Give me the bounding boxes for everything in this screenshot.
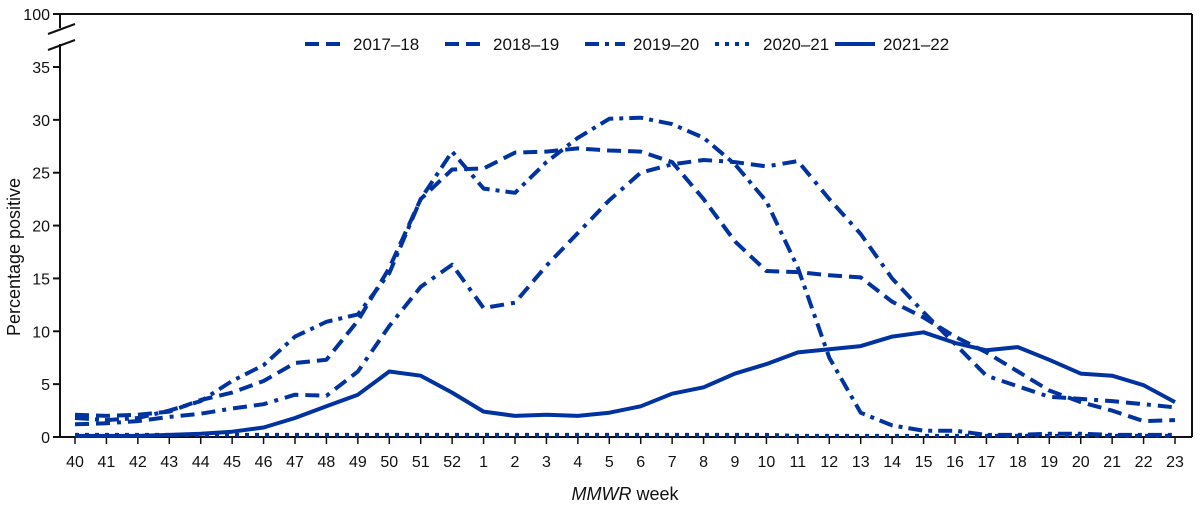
axis-break-mark (47, 23, 76, 35)
x-tick-label: 42 (129, 454, 147, 471)
y-tick-label: 20 (32, 219, 50, 236)
y-tick-label: 30 (32, 113, 50, 130)
x-tick-label: 43 (160, 454, 178, 471)
x-axis-label-italic: MMWR (571, 484, 631, 504)
x-tick-label: 5 (605, 454, 614, 471)
x-tick-label: 16 (946, 454, 964, 471)
x-tick-label: 44 (192, 454, 210, 471)
x-tick-label: 17 (978, 454, 996, 471)
x-tick-label: 23 (1166, 454, 1184, 471)
x-tick-label: 48 (318, 454, 336, 471)
x-tick-label: 49 (349, 454, 367, 471)
x-tick-label: 41 (98, 454, 116, 471)
x-tick-label: 3 (542, 454, 551, 471)
series-line-2020–21 (75, 432, 1175, 438)
y-tick-label: 25 (32, 166, 50, 183)
axis-break-mark (47, 39, 76, 51)
x-tick-label: 52 (443, 454, 461, 471)
y-tick-label: 35 (32, 60, 50, 77)
x-tick-label: 18 (1009, 454, 1027, 471)
x-tick-label: 20 (1072, 454, 1090, 471)
x-tick-label: 4 (573, 454, 582, 471)
x-tick-label: 21 (1103, 454, 1121, 471)
y-tick-label: 15 (32, 271, 50, 288)
y-tick-label: 10 (32, 324, 50, 341)
series-line-2021–22 (75, 330, 1176, 438)
y-tick-label: 5 (41, 377, 50, 394)
x-tick-label: 14 (883, 454, 901, 471)
x-axis-label: MMWR week (571, 484, 679, 504)
legend-label: 2020–21 (763, 35, 829, 54)
x-tick-label: 50 (380, 454, 398, 471)
x-tick-label: 19 (1040, 454, 1058, 471)
x-tick-label: 11 (790, 454, 807, 471)
x-tick-label: 2 (511, 454, 520, 471)
y-tick-label: 100 (23, 7, 50, 24)
legend-label: 2018–19 (493, 35, 559, 54)
series-line-2017–18 (74, 146, 1176, 424)
y-tick-label: 0 (41, 430, 50, 447)
x-tick-label: 10 (758, 454, 776, 471)
x-tick-label: 7 (668, 454, 677, 471)
x-tick-label: 22 (1135, 454, 1153, 471)
x-tick-label: 40 (66, 454, 84, 471)
legend-label: 2021–22 (883, 35, 949, 54)
x-tick-label: 15 (915, 454, 933, 471)
x-tick-label: 47 (286, 454, 304, 471)
x-tick-label: 51 (412, 454, 430, 471)
x-tick-label: 12 (820, 454, 838, 471)
x-axis-label-rest: week (631, 484, 679, 504)
legend-label: 2017–18 (353, 35, 419, 54)
x-tick-label: 1 (479, 454, 488, 471)
x-tick-label: 46 (255, 454, 273, 471)
x-tick-label: 8 (699, 454, 708, 471)
series-line-2018–19 (74, 158, 1176, 427)
legend-label: 2019–20 (633, 35, 699, 54)
x-tick-label: 13 (852, 454, 870, 471)
x-tick-label: 9 (731, 454, 740, 471)
x-tick-label: 6 (636, 454, 645, 471)
y-axis-label: Percentage positive (4, 178, 24, 336)
x-tick-label: 45 (223, 454, 241, 471)
series-line-2019–20 (74, 115, 1175, 437)
